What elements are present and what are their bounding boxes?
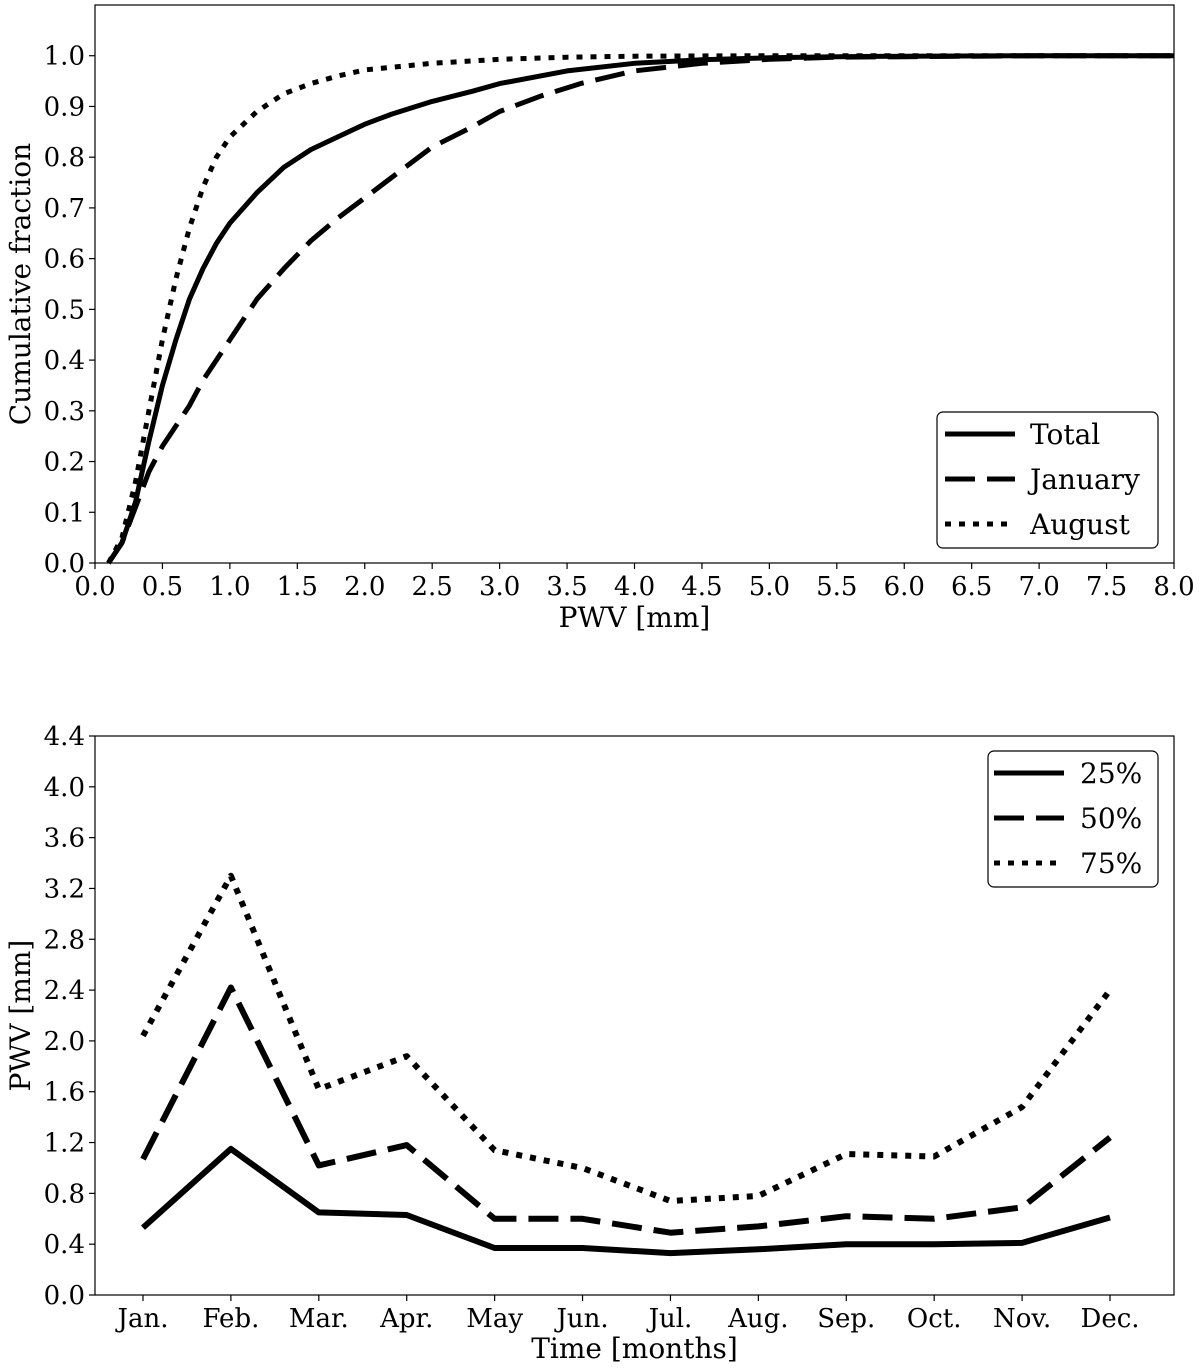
cdf-chart: 0.0 0.5 1.0 1.5 2.0 2.5 3.0 3.5 4.0 4.5 5.0 5.5 6.0 6… xyxy=(4,4,1195,634)
y-tick-label: 0.0 xyxy=(44,549,85,579)
x-tick-label: Feb. xyxy=(202,1304,259,1334)
x-tick-label: Aug. xyxy=(727,1304,788,1334)
y-tick-label: 0.3 xyxy=(44,397,85,427)
series-line-p50 xyxy=(140,984,1112,1236)
y-tick-label: 3.6 xyxy=(44,824,85,854)
x-tick-label: Nov. xyxy=(993,1304,1051,1334)
x-tick-label: Jun. xyxy=(553,1304,608,1334)
y-tick-label: 2.4 xyxy=(44,976,85,1006)
y-tick-label: 0.9 xyxy=(44,92,85,122)
x-axis-label: PWV [mm] xyxy=(559,601,711,634)
legend-label: 50% xyxy=(1080,802,1142,835)
y-tick-label: 0.5 xyxy=(44,295,85,325)
y-axis-label: Cumulative fraction xyxy=(4,143,37,425)
x-tick-label: Sep. xyxy=(817,1304,875,1334)
x-tick-label: 4.5 xyxy=(681,572,722,602)
y-tick-label: 0.6 xyxy=(44,245,85,275)
x-tick-label: 2.5 xyxy=(412,572,453,602)
x-tick-label: Dec. xyxy=(1080,1304,1139,1334)
x-tick-label: 4.0 xyxy=(614,572,655,602)
legend-label: 75% xyxy=(1080,847,1142,880)
y-tick-label: 0.4 xyxy=(44,1230,85,1260)
x-tick-label: 1.5 xyxy=(277,572,318,602)
y-tick-label: 0.2 xyxy=(44,448,85,478)
y-tick-label: 2.0 xyxy=(44,1027,85,1057)
x-tick-label: 6.5 xyxy=(951,572,992,602)
y-tick-label: 4.0 xyxy=(44,773,85,803)
series-line-p25 xyxy=(140,1145,1111,1257)
x-tick-label: May xyxy=(466,1304,523,1334)
x-tick-label: 5.0 xyxy=(749,572,790,602)
x-tick-label: Oct. xyxy=(907,1304,962,1334)
x-tick-label: 3.5 xyxy=(546,572,587,602)
y-tick-label: 0.4 xyxy=(44,346,85,376)
x-tick-label: 7.0 xyxy=(1018,572,1059,602)
x-tick-label: Jan. xyxy=(115,1304,169,1334)
y-tick-label: 1.0 xyxy=(44,42,85,72)
x-tick-label: Apr. xyxy=(379,1304,433,1334)
legend-label: 25% xyxy=(1080,757,1142,790)
x-tick-label: 8.0 xyxy=(1153,572,1194,602)
legend-label: January xyxy=(1027,463,1140,496)
x-tick-label: 6.0 xyxy=(884,572,925,602)
y-tick-label: 3.2 xyxy=(44,874,85,904)
legend-box xyxy=(936,411,1159,549)
y-tick-label: 1.6 xyxy=(44,1078,85,1108)
legend-label: August xyxy=(1029,508,1131,541)
y-tick-label: 0.1 xyxy=(44,498,85,528)
x-tick-label: 2.0 xyxy=(344,572,385,602)
legend-box xyxy=(987,750,1159,888)
series-line-january xyxy=(106,53,1174,565)
y-tick-label: 2.8 xyxy=(44,925,85,955)
x-axis-label: Time [months] xyxy=(531,1332,738,1365)
y-tick-label: 4.4 xyxy=(44,722,85,752)
x-tick-label: 0.5 xyxy=(142,572,183,602)
y-tick-label: 0.8 xyxy=(44,143,85,173)
plot-frame xyxy=(94,735,1175,1296)
x-tick-label: 3.0 xyxy=(479,572,520,602)
x-tick-label: 5.5 xyxy=(816,572,857,602)
y-tick-label: 0.0 xyxy=(44,1281,85,1311)
legend-label: Total xyxy=(1030,418,1100,451)
y-axis-label: PWV [mm] xyxy=(4,940,37,1092)
x-tick-label: 0.0 xyxy=(74,572,115,602)
y-tick-label: 0.7 xyxy=(44,194,85,224)
series-line-august xyxy=(106,53,1174,565)
x-tick-label: Mar. xyxy=(289,1304,349,1334)
y-tick-label: 1.2 xyxy=(44,1129,85,1159)
x-tick-label: 1.0 xyxy=(209,572,250,602)
x-tick-label: 7.5 xyxy=(1086,572,1127,602)
series-line-p75 xyxy=(140,872,1113,1204)
x-tick-label: Jul. xyxy=(646,1304,693,1334)
monthly-pwv-chart: Jan. Feb. Mar. Apr. May Jun. Jul. Aug. Sep. Oct. N… xyxy=(4,722,1175,1365)
y-tick-label: 0.8 xyxy=(44,1179,85,1209)
